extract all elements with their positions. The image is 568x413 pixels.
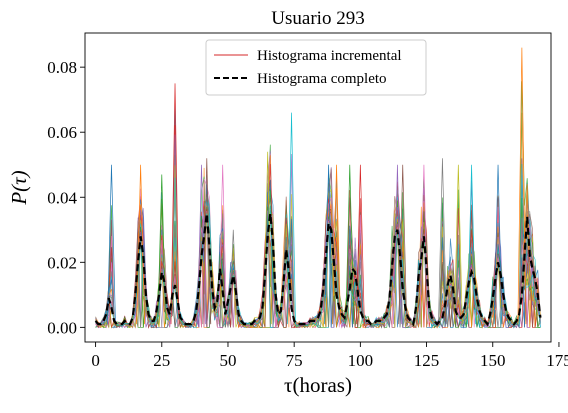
axes-group: 0 25 50 75 100 125 150 175 0.00 0.02 0.04 0.06 0.08 [47,58,568,370]
x-tick-label: 0 [91,351,100,370]
x-axis-label: τ(horas) [284,373,352,397]
incremental-peak-line [202,158,212,325]
x-tick-label: 75 [286,351,303,370]
incremental-series-line [95,186,541,329]
complete-series-line [94,213,542,327]
incremental-peak-line [107,164,116,325]
legend-label-incremental: Histograma incremental [257,48,402,64]
y-tick-label: 0.08 [47,58,77,77]
y-tick-label: 0.02 [47,253,77,272]
legend-label-complete: Histograma completo [257,71,387,87]
incremental-peak-line [356,164,365,325]
chart-title: Usuario 293 [271,8,364,29]
x-tick-label: 125 [414,351,440,370]
y-axis-label: P(τ) [7,170,31,205]
y-tick-label: 0.06 [47,123,77,142]
incremental-peak-line [493,164,503,325]
x-tick-label: 25 [153,351,170,370]
incremental-peak-line [345,164,355,325]
incremental-peak-line [467,164,476,325]
legend-box [205,39,427,96]
incremental-peak-line [157,174,167,325]
legend: Histograma incremental Histograma comple… [205,39,427,96]
incremental-peak-line [287,112,296,325]
plot-frame [84,32,552,343]
incremental-peak-line [438,158,447,325]
x-tick-label: 150 [480,351,506,370]
incremental-series-line [95,211,541,327]
incremental-peak-line [398,164,408,325]
incremental-peak-line [453,164,463,325]
x-tick-label: 175 [546,351,568,370]
y-tick-label: 0.04 [47,188,77,207]
incremental-peak-line [263,151,273,325]
x-tick-label: 100 [348,351,374,370]
x-tick-label: 50 [219,351,236,370]
incremental-peak-line [517,47,527,325]
y-tick-label: 0.00 [47,318,77,337]
incremental-peak-line [324,164,333,325]
complete-series-group [94,213,542,327]
incremental-peak-line [170,83,180,325]
